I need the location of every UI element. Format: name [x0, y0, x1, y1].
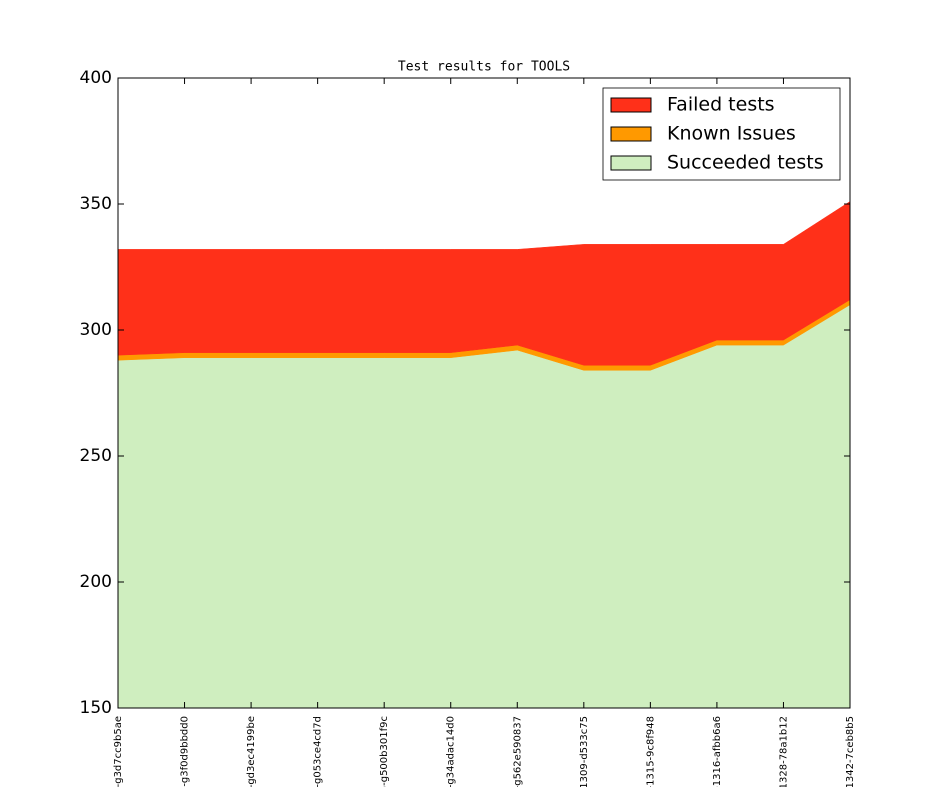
y-tick-label: 400: [80, 68, 112, 88]
legend-swatch: [610, 155, 652, 171]
y-tick-label: 350: [80, 194, 112, 214]
y-tick-label: 150: [80, 698, 112, 718]
x-tick-label: -g562e590837: [512, 716, 523, 787]
x-tick-label: 5-g3f0d9bbdd0: [180, 716, 191, 787]
area: [118, 201, 850, 366]
area: [118, 304, 850, 708]
legend-swatch: [610, 126, 652, 142]
x-tick-label: 5-g500b301f9c: [379, 716, 390, 787]
plot-frame: [117, 77, 851, 709]
y-tick-label: 200: [80, 572, 112, 592]
y-tick-label: 300: [80, 320, 112, 340]
x-tick-label: l-g053ce4cd7d: [313, 716, 324, 787]
x-tick-label: -g3d7cc9b5ae: [113, 716, 124, 787]
x-tick-label: -1315-9c8f948: [645, 716, 656, 787]
x-tick-label: -g34adac14d0: [446, 716, 457, 787]
x-tick-label: 1342-7ceb8b5: [845, 716, 856, 787]
x-tick-label: -gd3ec4199be: [246, 716, 257, 787]
legend-swatch: [610, 97, 652, 113]
legend-label: Succeeded tests: [667, 152, 824, 174]
legend-label: Known Issues: [667, 123, 796, 145]
chart-title: Test results for TOOLS: [398, 60, 570, 75]
x-tick-label: -1316-afbb6a6: [712, 716, 723, 787]
plot-area: [118, 201, 850, 708]
y-tick-label: 250: [80, 446, 112, 466]
legend-label: Failed tests: [667, 94, 775, 116]
x-tick-label: 1309-d533c75: [579, 716, 590, 787]
x-tick-label: 1328-78a1b12: [778, 716, 789, 787]
